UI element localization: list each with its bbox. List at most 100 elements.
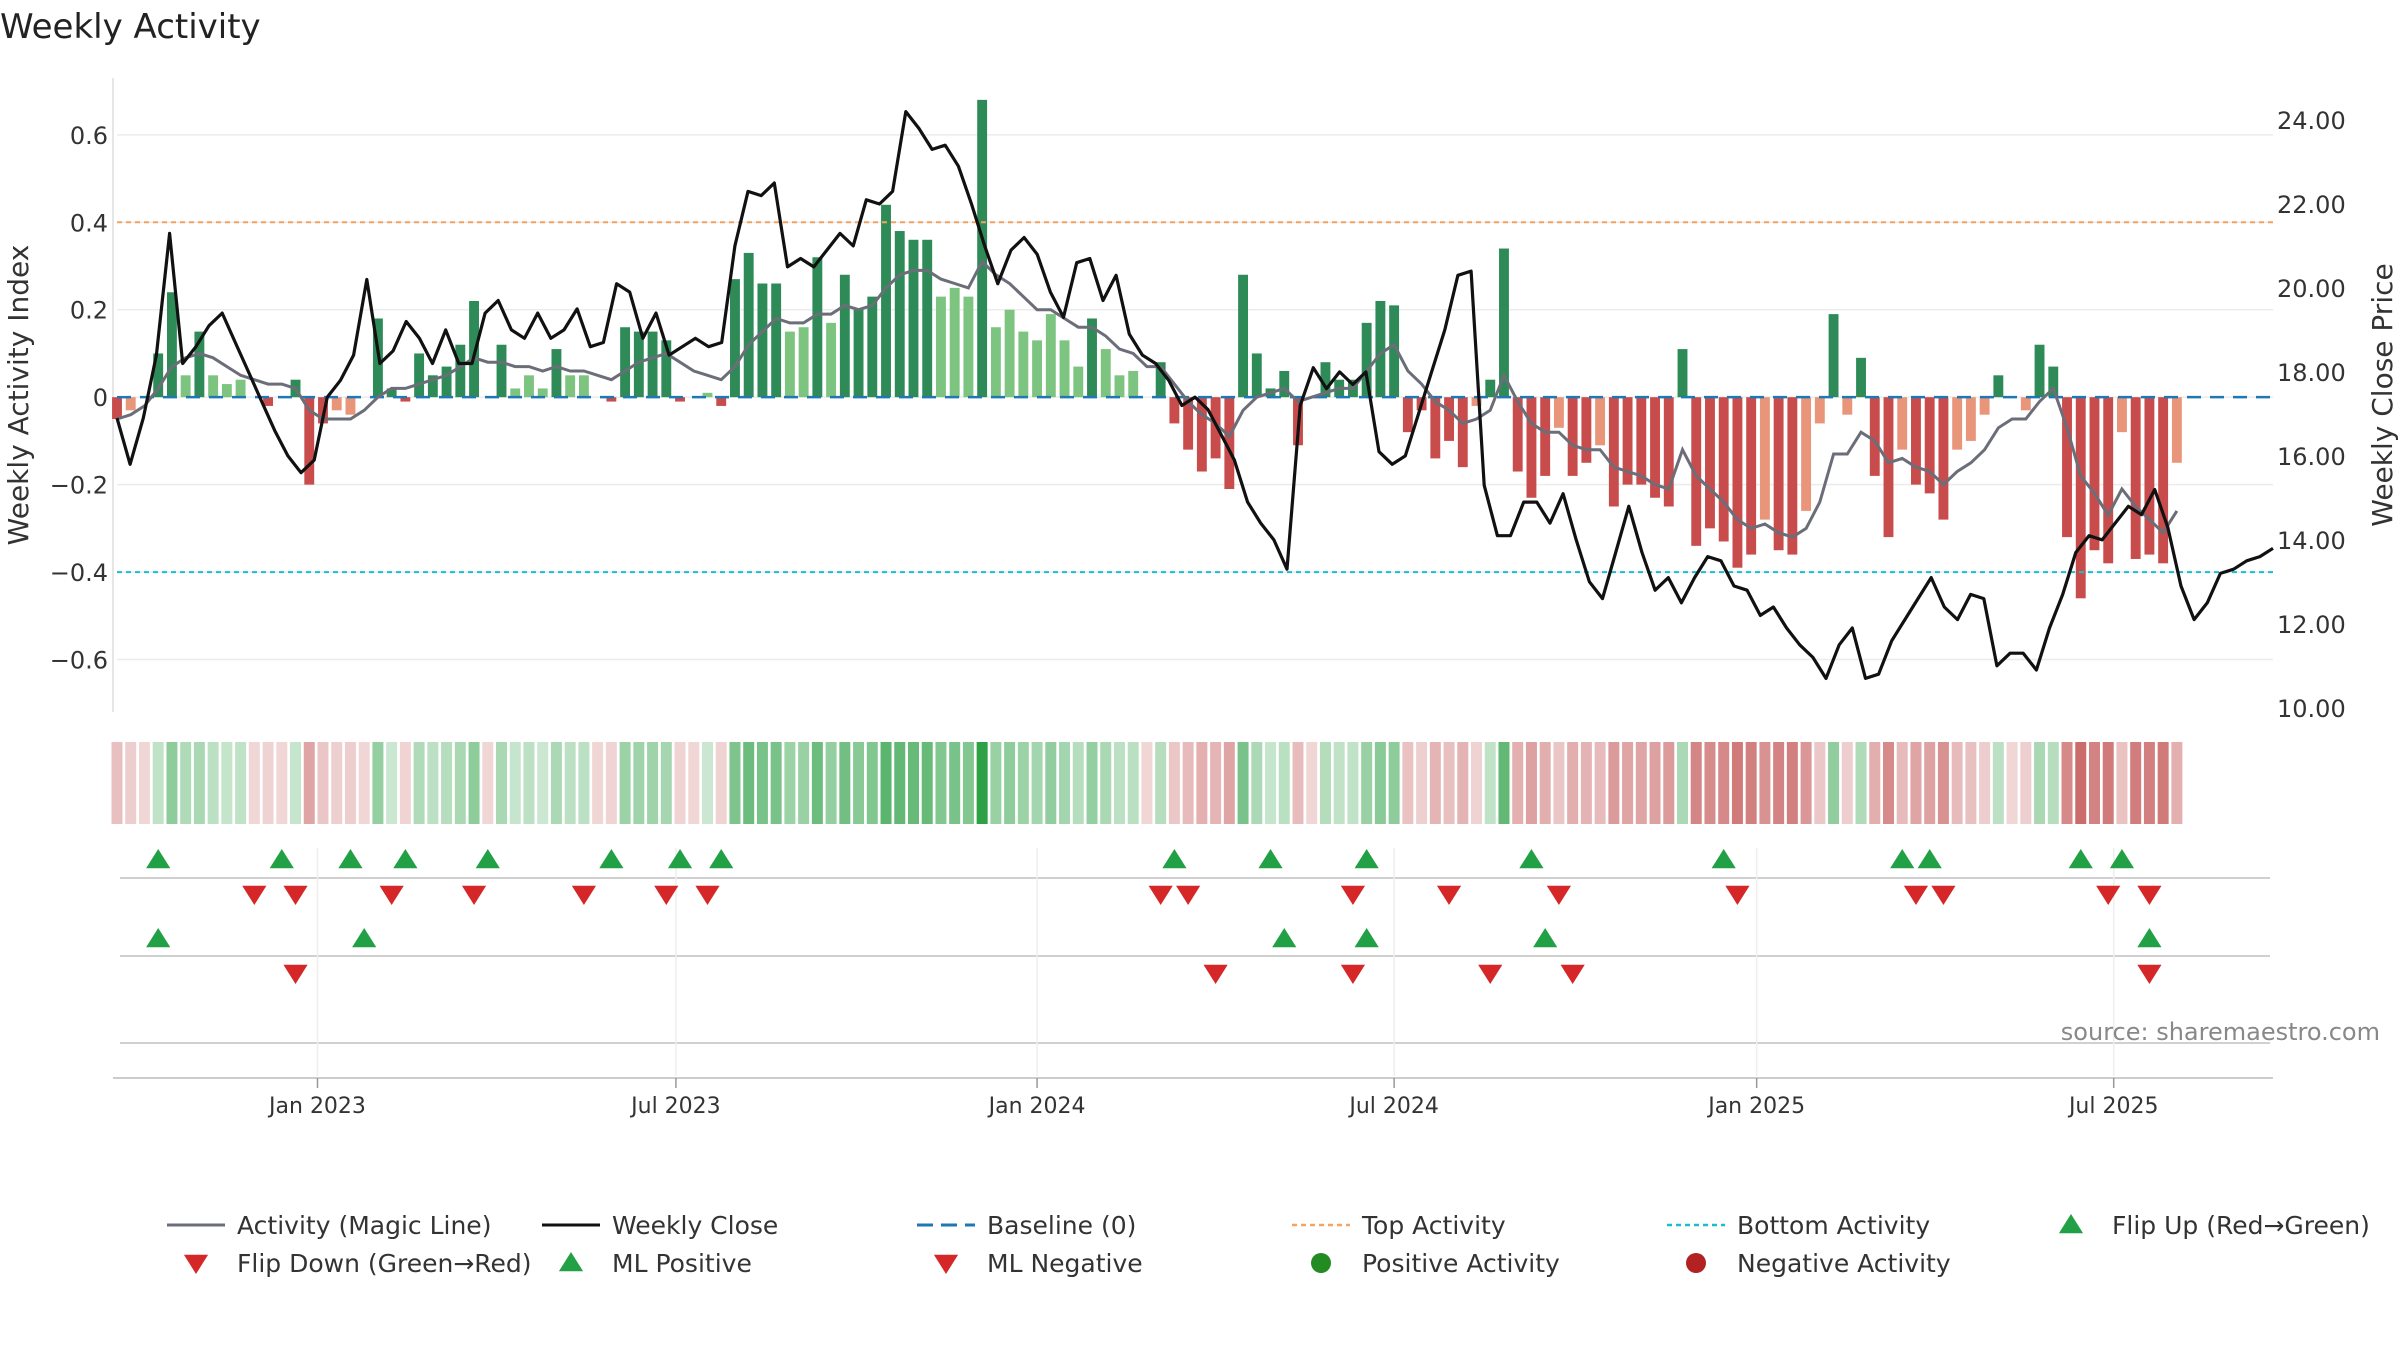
activity-bar bbox=[1059, 340, 1070, 398]
legend-swatch-down-icon bbox=[933, 1254, 959, 1274]
flip-up-marker bbox=[1890, 849, 1915, 869]
flip-up-marker bbox=[1354, 849, 1379, 869]
flip-up-marker bbox=[146, 849, 171, 869]
heat-strip-cell bbox=[633, 742, 645, 824]
activity-bar bbox=[1004, 309, 1015, 398]
heat-strip-cell bbox=[853, 742, 865, 824]
y-tick-label-right: 10.00 bbox=[2277, 695, 2346, 723]
heat-strip-cell bbox=[1663, 742, 1675, 824]
heat-strip-cell bbox=[1429, 742, 1441, 824]
y-tick-label-right: 16.00 bbox=[2277, 443, 2346, 471]
activity-bar bbox=[1457, 397, 1468, 468]
activity-bar bbox=[1595, 397, 1606, 446]
heat-strip-cell bbox=[399, 742, 411, 824]
activity-bar bbox=[153, 353, 164, 398]
heat-strip-cell bbox=[729, 742, 741, 824]
y-tick-label-right: 12.00 bbox=[2277, 611, 2346, 639]
flip-down-marker bbox=[242, 885, 267, 905]
activity-bar bbox=[1636, 397, 1647, 485]
flip-up-marker bbox=[1519, 849, 1544, 869]
heat-strip-cell bbox=[1319, 742, 1331, 824]
activity-bar bbox=[427, 375, 438, 398]
flip-up-marker bbox=[269, 849, 294, 869]
heat-strip-cell bbox=[207, 742, 219, 824]
flip-up-marker bbox=[2068, 849, 2093, 869]
activity-bar bbox=[757, 283, 768, 398]
flip-up-marker bbox=[667, 849, 693, 869]
activity-bar bbox=[1622, 397, 1633, 485]
heat-strip-cell bbox=[1786, 742, 1798, 824]
heat-strip-cell bbox=[1580, 742, 1592, 824]
heat-strip-cell bbox=[619, 742, 631, 824]
activity-bar bbox=[208, 375, 219, 398]
heat-strip-cell bbox=[1937, 742, 1949, 824]
heat-strip-cell bbox=[1965, 742, 1977, 824]
heat-strip-cell bbox=[2075, 742, 2087, 824]
heat-strip-cell bbox=[1141, 742, 1153, 824]
heat-strip-cell bbox=[1910, 742, 1922, 824]
activity-bar bbox=[908, 239, 919, 398]
y-axis-right-label: Weekly Close Price bbox=[2366, 263, 2399, 526]
heat-strip-cell bbox=[2130, 742, 2142, 824]
heat-strip-cell bbox=[1979, 742, 1991, 824]
legend-label: Top Activity bbox=[1361, 1211, 1506, 1240]
activity-bar bbox=[2020, 397, 2031, 411]
heat-strip-cell bbox=[1924, 742, 1936, 824]
flip-up-marker bbox=[2109, 849, 2135, 869]
flip-up-marker bbox=[338, 849, 363, 869]
heat-strip-cell bbox=[1374, 742, 1386, 824]
activity-bar bbox=[1526, 397, 1537, 498]
heat-strip-cell bbox=[907, 742, 919, 824]
legend-item-negact: Negative Activity bbox=[1686, 1249, 1951, 1278]
activity-bar bbox=[1732, 397, 1743, 568]
activity-bar bbox=[578, 375, 589, 398]
heat-strip-cell bbox=[1004, 742, 1016, 824]
ml-negative-marker bbox=[1340, 964, 1366, 984]
heat-strip-cell bbox=[1649, 742, 1661, 824]
heat-strip-cell bbox=[976, 742, 988, 824]
heat-strip-cell bbox=[1539, 742, 1551, 824]
heat-strip-cell bbox=[1306, 742, 1318, 824]
heat-strip-cell bbox=[715, 742, 727, 824]
heat-strip-cell bbox=[1471, 742, 1483, 824]
heat-strip-cell bbox=[1992, 742, 2004, 824]
activity-bar bbox=[894, 231, 905, 398]
activity-bar bbox=[1842, 397, 1853, 415]
y-tick-label-left: −0.6 bbox=[50, 647, 108, 675]
activity-heat-strip bbox=[111, 742, 2183, 824]
heat-strip-cell bbox=[921, 742, 933, 824]
legend-label: Activity (Magic Line) bbox=[237, 1211, 491, 1240]
heat-strip-cell bbox=[1484, 742, 1496, 824]
heat-strip-cell bbox=[935, 742, 947, 824]
activity-bar bbox=[1759, 397, 1770, 520]
flip-up-marker bbox=[475, 849, 500, 869]
heat-strip-cell bbox=[1265, 742, 1277, 824]
flip-up-marker bbox=[599, 849, 624, 869]
legend-swatch-dot bbox=[1311, 1253, 1331, 1273]
activity-bar bbox=[606, 397, 617, 402]
ml-negative-marker bbox=[1560, 964, 1585, 984]
ml-positive-marker bbox=[2137, 928, 2162, 948]
heat-strip-cell bbox=[1553, 742, 1565, 824]
activity-bar bbox=[551, 349, 562, 398]
heat-strip-cell bbox=[1059, 742, 1071, 824]
activity-bar bbox=[647, 331, 658, 398]
activity-bar bbox=[1691, 397, 1702, 546]
activity-bar bbox=[1087, 318, 1097, 398]
activity-bar bbox=[524, 375, 534, 398]
activity-bar bbox=[661, 340, 672, 398]
activity-bar bbox=[620, 327, 631, 398]
activity-bar bbox=[2130, 397, 2141, 559]
activity-bar bbox=[1018, 331, 1029, 398]
activity-bar bbox=[1128, 370, 1139, 398]
legend-label: Flip Up (Red→Green) bbox=[2112, 1211, 2370, 1240]
heat-strip-cell bbox=[2061, 742, 2073, 824]
x-tick-label: Jan 2025 bbox=[1706, 1094, 1805, 1119]
activity-bar bbox=[771, 283, 782, 398]
ml-negative-marker bbox=[1203, 964, 1228, 984]
heat-strip-cell bbox=[1045, 742, 1057, 824]
activity-bar bbox=[1251, 353, 1262, 398]
activity-bar bbox=[235, 379, 246, 398]
legend-swatch-dot bbox=[1686, 1253, 1706, 1273]
heat-strip-cell bbox=[839, 742, 851, 824]
